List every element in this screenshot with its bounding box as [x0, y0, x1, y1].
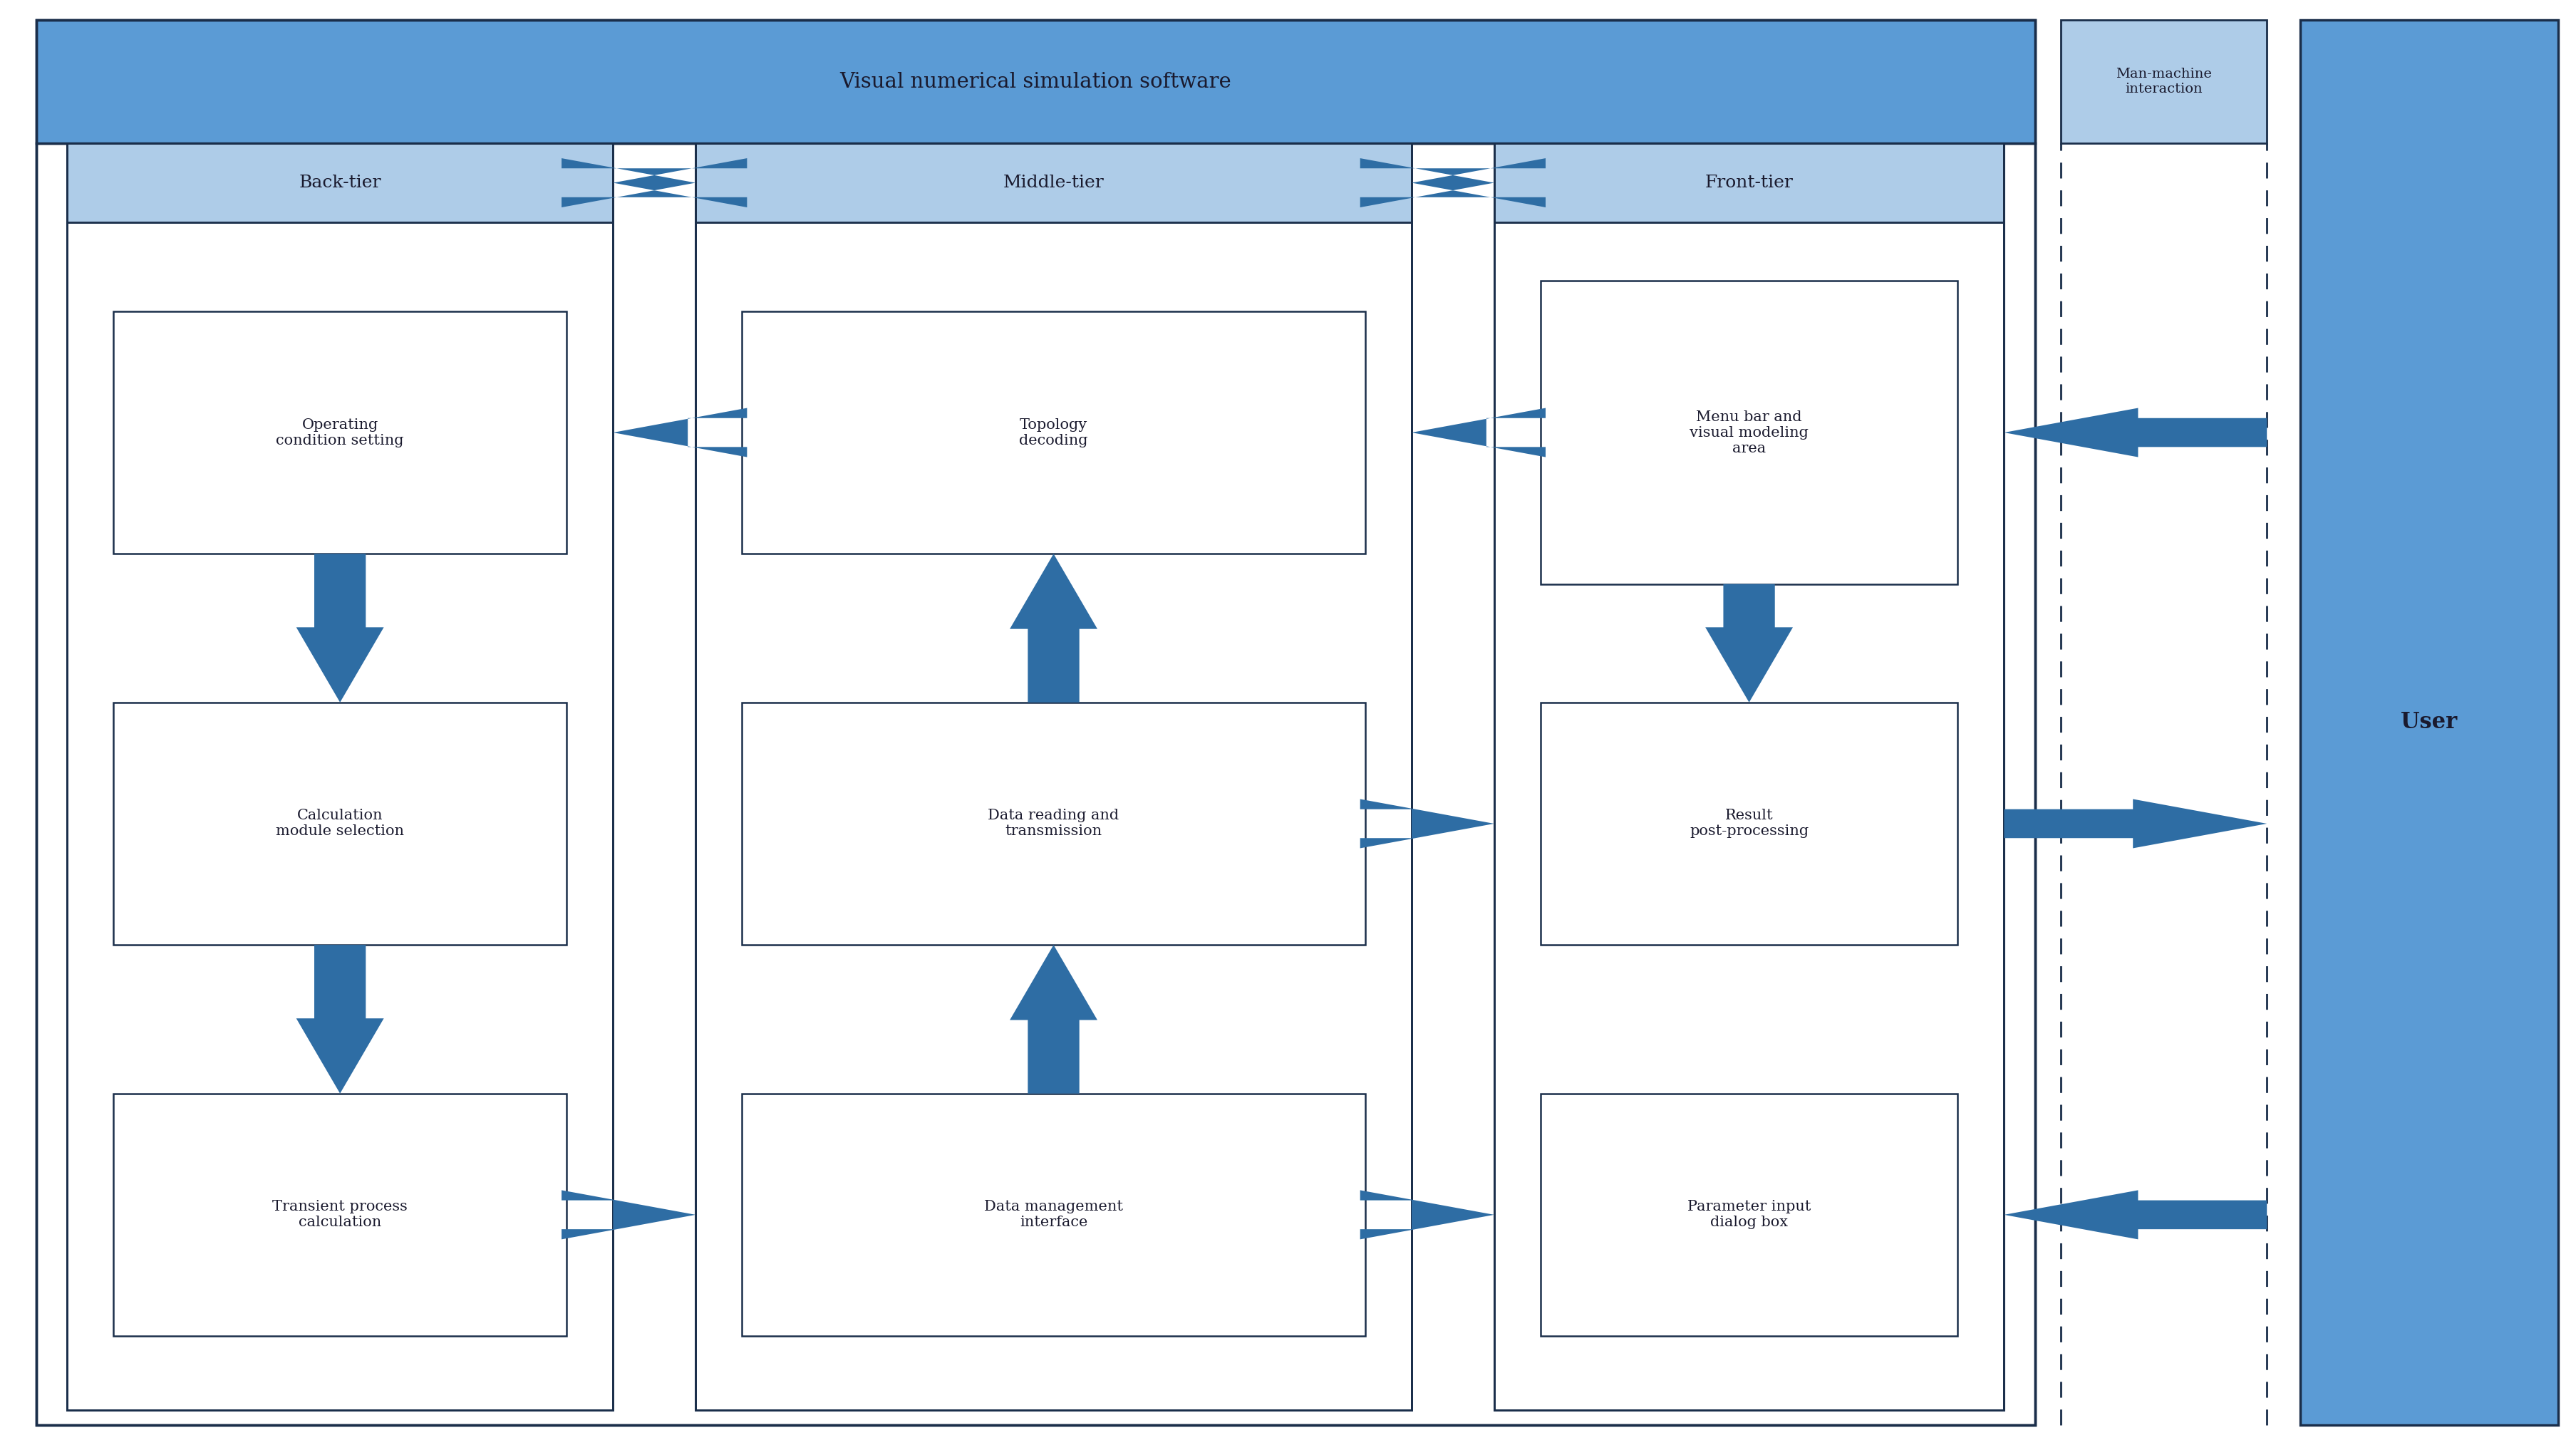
Bar: [1494, 143, 2004, 1410]
Polygon shape: [2004, 1191, 2267, 1240]
Polygon shape: [1412, 407, 1546, 457]
Text: Topology
decoding: Topology decoding: [1020, 418, 1087, 447]
Bar: [113, 311, 567, 553]
Text: Result
post-processing: Result post-processing: [1690, 809, 1808, 838]
Bar: [113, 1094, 567, 1337]
Bar: [67, 143, 613, 1410]
Bar: [67, 143, 613, 223]
Polygon shape: [1705, 584, 1793, 702]
Text: Data management
interface: Data management interface: [984, 1201, 1123, 1230]
Text: Front-tier: Front-tier: [1705, 175, 1793, 191]
Bar: [742, 702, 1365, 945]
Bar: [67, 223, 613, 1410]
Polygon shape: [1360, 158, 1546, 207]
Bar: [1540, 280, 1958, 584]
Bar: [696, 143, 1412, 223]
Text: Visual numerical simulation software: Visual numerical simulation software: [840, 72, 1231, 91]
Text: Man-machine
interaction: Man-machine interaction: [2115, 68, 2213, 95]
Text: Menu bar and
visual modeling
area: Menu bar and visual modeling area: [1690, 410, 1808, 455]
Text: Data reading and
transmission: Data reading and transmission: [989, 809, 1118, 838]
Bar: [36, 20, 2035, 1425]
Polygon shape: [1360, 1191, 1494, 1240]
Polygon shape: [1360, 799, 1494, 848]
Bar: [1540, 1094, 1958, 1337]
Polygon shape: [1010, 553, 1097, 702]
Polygon shape: [613, 407, 747, 457]
Polygon shape: [2004, 799, 2267, 848]
Bar: [696, 223, 1412, 1410]
Text: Calculation
module selection: Calculation module selection: [276, 809, 404, 838]
Bar: [113, 702, 567, 945]
Polygon shape: [296, 553, 384, 702]
Polygon shape: [1010, 945, 1097, 1094]
Polygon shape: [562, 158, 747, 207]
Text: Middle-tier: Middle-tier: [1002, 175, 1105, 191]
Polygon shape: [2004, 407, 2267, 457]
Bar: [742, 311, 1365, 553]
Bar: [36, 143, 2035, 1425]
Bar: [1494, 143, 2004, 223]
Bar: [742, 1094, 1365, 1337]
Bar: [1494, 223, 2004, 1410]
Bar: [2300, 20, 2558, 1425]
Text: User: User: [2401, 711, 2458, 734]
Text: Transient process
calculation: Transient process calculation: [273, 1201, 407, 1230]
Polygon shape: [562, 1191, 696, 1240]
Text: Operating
condition setting: Operating condition setting: [276, 418, 404, 447]
Bar: [696, 143, 1412, 1410]
Bar: [36, 20, 2035, 143]
Text: Back-tier: Back-tier: [299, 175, 381, 191]
Polygon shape: [296, 945, 384, 1094]
Bar: [2061, 20, 2267, 143]
Text: Parameter input
dialog box: Parameter input dialog box: [1687, 1201, 1811, 1230]
Bar: [1540, 702, 1958, 945]
